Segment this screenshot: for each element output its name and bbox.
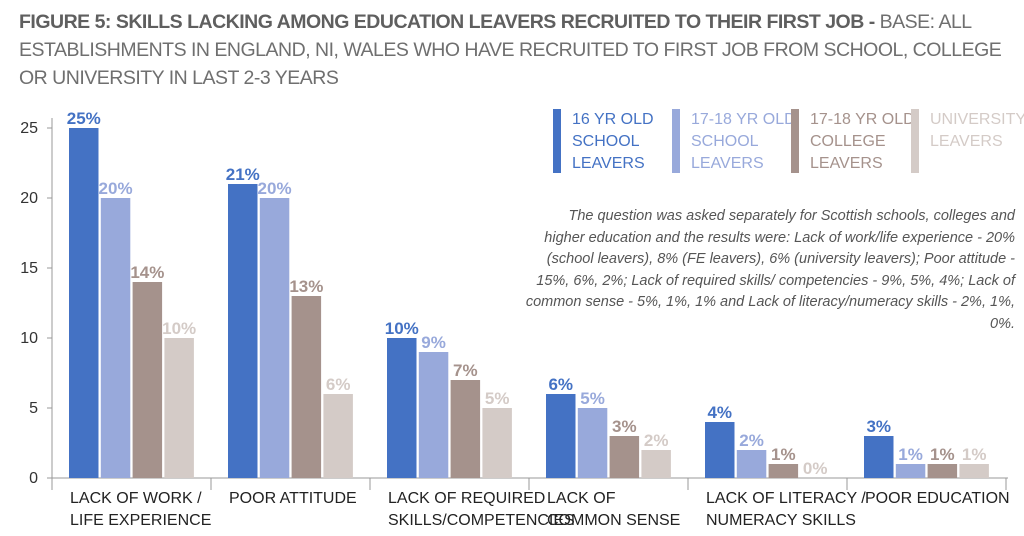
bar-series-3-group-3 (450, 380, 481, 478)
legend-label: UNIVERSITY LEAVERS (930, 111, 1024, 150)
bar-value-label: 7% (453, 361, 478, 380)
x-category-label-line: POOR ATTITUDE (229, 490, 357, 507)
bar-value-label: 1% (898, 445, 923, 464)
bar-value-label: 2% (739, 431, 764, 450)
legend-label-line: LEAVERS (691, 155, 764, 172)
y-tick-label: 5 (29, 400, 38, 417)
legend-swatch (791, 109, 799, 173)
bar-value-label: 1% (930, 445, 955, 464)
x-category-label-line: LACK OF REQUIRED (388, 490, 545, 507)
bar-value-label: 9% (421, 333, 446, 352)
bar-value-label: 6% (326, 375, 351, 394)
bar-value-label: 5% (485, 389, 510, 408)
y-tick-label: 25 (20, 120, 38, 137)
bar-series-2-group-5 (736, 450, 767, 478)
x-category-label-line: COMMON SENSE (547, 512, 680, 529)
bar-series-4-group-2 (323, 394, 353, 478)
bar-series-4-group-3 (482, 408, 512, 478)
bar-value-label: 4% (707, 403, 732, 422)
x-category-label-line: POOR EDUCATION (865, 490, 1010, 507)
bar-value-label: 6% (548, 375, 573, 394)
legend-label-line: COLLEGE (810, 133, 886, 150)
y-tick-label: 0 (29, 470, 38, 487)
bar-series-3-group-5 (768, 464, 799, 478)
bar-series-2-group-2 (259, 198, 290, 478)
chart-base-description: BASE: ALL ESTABLISHMENTS IN ENGLAND, NI,… (19, 11, 1002, 89)
scotland-note: The question was asked separately for Sc… (525, 208, 1015, 332)
bar-value-label: 10% (385, 319, 419, 338)
y-tick-label: 15 (20, 260, 38, 277)
bar-series-3-group-6 (927, 464, 958, 478)
y-tick-label: 10 (20, 330, 38, 347)
x-category-label: POOR ATTITUDE (229, 490, 357, 507)
bar-value-label: 10% (162, 319, 196, 338)
bar-value-label: 3% (866, 417, 891, 436)
bar-series-3-group-1 (132, 282, 163, 478)
bar-series-2-group-4 (577, 408, 608, 478)
bar-series-4-group-4 (641, 450, 671, 478)
chart-title: FIGURE 5: SKILLS LACKING AMONG EDUCATION… (19, 11, 875, 33)
legend-swatch (553, 109, 561, 173)
bar-series-2-group-6 (895, 464, 926, 478)
legend-label-line: LEAVERS (810, 155, 883, 172)
bar-series-1-group-2 (228, 184, 258, 478)
bar-value-label: 1% (962, 445, 987, 464)
chart-header: FIGURE 5: SKILLS LACKING AMONG EDUCATION… (19, 8, 1009, 92)
y-tick-label: 20 (20, 190, 38, 207)
bar-value-label: 20% (258, 179, 292, 198)
legend-label-line: SCHOOL (691, 133, 759, 150)
bar-series-3-group-4 (609, 436, 640, 478)
legend-label: 16 YR OLD SCHOOL LEAVERS (572, 111, 654, 172)
bar-series-1-group-6 (864, 436, 894, 478)
bar-value-label: 3% (612, 417, 637, 436)
bar-value-label: 1% (771, 445, 796, 464)
bar-value-label: 20% (99, 179, 133, 198)
legend-swatch (672, 109, 680, 173)
bar-series-4-group-1 (164, 338, 194, 478)
x-category-label-line: LACK OF WORK / (70, 490, 202, 507)
legend-label: 17-18 YR OLD SCHOOL LEAVERS (691, 111, 796, 172)
bar-value-label: 25% (67, 109, 101, 128)
x-category-label-line: LIFE EXPERIENCE (70, 512, 211, 529)
x-category-label-line: NUMERACY SKILLS (706, 512, 856, 529)
legend-label-line: 16 YR OLD (572, 111, 654, 128)
legend-label-line: 17-18 YR OLD (691, 111, 796, 128)
x-category-label-line: SKILLS/COMPETENCIES (388, 512, 575, 529)
bar-series-2-group-1 (100, 198, 131, 478)
x-category-label-line: LACK OF (547, 490, 616, 507)
x-category-label: LACK OF COMMON SENSE (547, 490, 680, 529)
legend-label-line: UNIVERSITY (930, 111, 1024, 128)
bar-series-4-group-6 (959, 464, 989, 478)
bar-value-label: 13% (289, 277, 323, 296)
legend-swatch (911, 109, 919, 173)
bar-series-1-group-3 (387, 338, 417, 478)
legend-label-line: LEAVERS (572, 155, 645, 172)
x-category-label-line: LACK OF LITERACY / (706, 490, 866, 507)
bar-value-label: 2% (644, 431, 669, 450)
legend-label: 17-18 YR OLD COLLEGE LEAVERS (810, 111, 915, 172)
x-category-label: POOR EDUCATION (865, 490, 1010, 507)
x-category-label: LACK OF REQUIRED SKILLS/COMPETENCIES (388, 490, 575, 529)
bar-value-label: 5% (580, 389, 605, 408)
bar-series-3-group-2 (291, 296, 322, 478)
legend-label-line: LEAVERS (930, 133, 1003, 150)
legend-label-line: 17-18 YR OLD (810, 111, 915, 128)
legend-label-line: SCHOOL (572, 133, 640, 150)
bar-series-1-group-1 (69, 128, 99, 478)
bar-series-1-group-4 (546, 394, 576, 478)
bar-series-2-group-3 (418, 352, 449, 478)
x-category-label: LACK OF WORK / LIFE EXPERIENCE (70, 490, 211, 529)
bar-value-label: 14% (130, 263, 164, 282)
bar-series-1-group-5 (705, 422, 735, 478)
x-category-label: LACK OF LITERACY / NUMERACY SKILLS (706, 490, 866, 529)
bar-value-label: 21% (226, 165, 260, 184)
bar-value-label: 0% (803, 459, 828, 478)
